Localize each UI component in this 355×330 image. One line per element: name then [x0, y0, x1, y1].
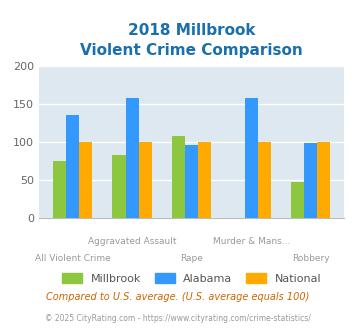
- Bar: [79, 142, 92, 218]
- Title: 2018 Millbrook
Violent Crime Comparison: 2018 Millbrook Violent Crime Comparison: [80, 23, 303, 58]
- Text: © 2025 CityRating.com - https://www.cityrating.com/crime-statistics/: © 2025 CityRating.com - https://www.city…: [45, 314, 310, 323]
- Bar: [185, 145, 198, 218]
- Text: All Violent Crime: All Violent Crime: [35, 254, 110, 263]
- Text: Aggravated Assault: Aggravated Assault: [88, 237, 176, 246]
- Bar: [245, 98, 258, 218]
- Bar: [53, 161, 66, 218]
- Bar: [304, 144, 317, 218]
- Legend: Millbrook, Alabama, National: Millbrook, Alabama, National: [58, 269, 326, 288]
- Bar: [139, 142, 152, 218]
- Bar: [258, 142, 271, 218]
- Bar: [291, 182, 304, 218]
- Bar: [198, 142, 211, 218]
- Bar: [66, 115, 79, 218]
- Bar: [126, 98, 139, 218]
- Bar: [172, 136, 185, 218]
- Text: Robbery: Robbery: [292, 254, 330, 263]
- Text: Compared to U.S. average. (U.S. average equals 100): Compared to U.S. average. (U.S. average …: [46, 292, 309, 302]
- Text: Rape: Rape: [180, 254, 203, 263]
- Text: Murder & Mans...: Murder & Mans...: [213, 237, 290, 246]
- Bar: [113, 155, 126, 218]
- Bar: [317, 142, 331, 218]
